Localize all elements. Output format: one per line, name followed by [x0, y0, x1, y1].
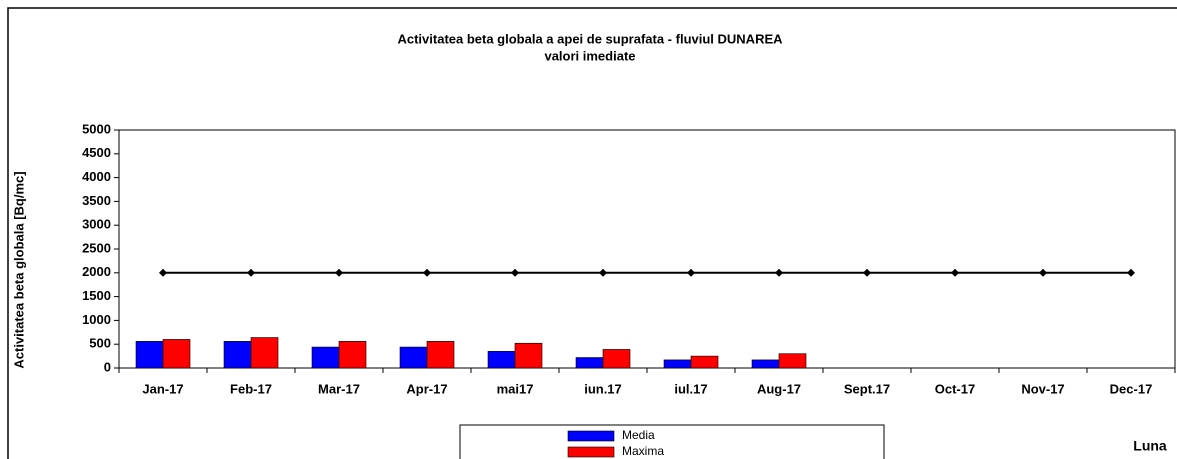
line-marker [687, 268, 695, 277]
y-tick-label: 4000 [82, 169, 111, 184]
x-tick-label: Nov-17 [1021, 381, 1064, 396]
y-tick-label: 2500 [82, 240, 111, 255]
bar [311, 346, 340, 369]
y-tick-label: 0 [104, 359, 111, 374]
line-marker [423, 268, 431, 277]
y-tick-label: 3500 [82, 193, 111, 208]
chart-title: Activitatea beta globala a apei de supra… [397, 31, 783, 46]
x-tick-label: Oct-17 [935, 381, 975, 396]
bar [338, 341, 367, 369]
line-marker [335, 268, 343, 277]
plot-area [118, 129, 1176, 369]
bar [487, 351, 516, 369]
y-tick-label: 4500 [82, 145, 111, 160]
bar [751, 359, 780, 369]
line-marker [159, 268, 167, 277]
y-tick-label: 500 [89, 336, 111, 351]
y-tick-label: 1000 [82, 312, 111, 327]
bar [575, 357, 604, 369]
line-marker [863, 268, 871, 277]
chart-border [7, 7, 1177, 459]
y-axis-label: Activitatea beta globala [Bq/mc] [11, 171, 26, 368]
bar [250, 337, 279, 369]
x-tick-label: iun.17 [584, 381, 622, 396]
bar [514, 342, 543, 369]
line-marker [1127, 268, 1135, 277]
x-tick-label: Aug-17 [757, 381, 801, 396]
legend-swatch [567, 446, 615, 458]
bar [690, 355, 719, 369]
y-tick-label: 2000 [82, 264, 111, 279]
y-tick-label: 1500 [82, 288, 111, 303]
bar [135, 341, 164, 369]
x-tick-label: Feb-17 [230, 381, 272, 396]
legend-label: Maxima [622, 444, 664, 458]
bar [162, 339, 191, 369]
legend-label: Media [622, 428, 655, 442]
x-tick-label: iul.17 [674, 381, 707, 396]
line-marker [599, 268, 607, 277]
line-marker [247, 268, 255, 277]
bar [223, 341, 252, 369]
line-marker [775, 268, 783, 277]
x-axis-label: Luna [1133, 438, 1167, 454]
bar [426, 341, 455, 369]
bar [602, 349, 631, 369]
bar [778, 353, 807, 369]
legend-swatch [567, 430, 615, 442]
bar [399, 346, 428, 369]
x-tick-label: Jan-17 [142, 381, 183, 396]
line-marker [511, 268, 519, 277]
x-tick-label: Sept.17 [844, 381, 890, 396]
y-tick-label: 3000 [82, 217, 111, 232]
line-marker [1039, 268, 1047, 277]
x-tick-label: Mar-17 [318, 381, 360, 396]
chart-subtitle: valori imediate [544, 48, 635, 63]
x-tick-label: Dec-17 [1110, 381, 1153, 396]
x-tick-label: mai17 [497, 381, 534, 396]
line-marker [951, 268, 959, 277]
bar [663, 359, 692, 369]
y-tick-label: 5000 [82, 121, 111, 136]
legend [459, 424, 885, 459]
x-tick-label: Apr-17 [406, 381, 447, 396]
